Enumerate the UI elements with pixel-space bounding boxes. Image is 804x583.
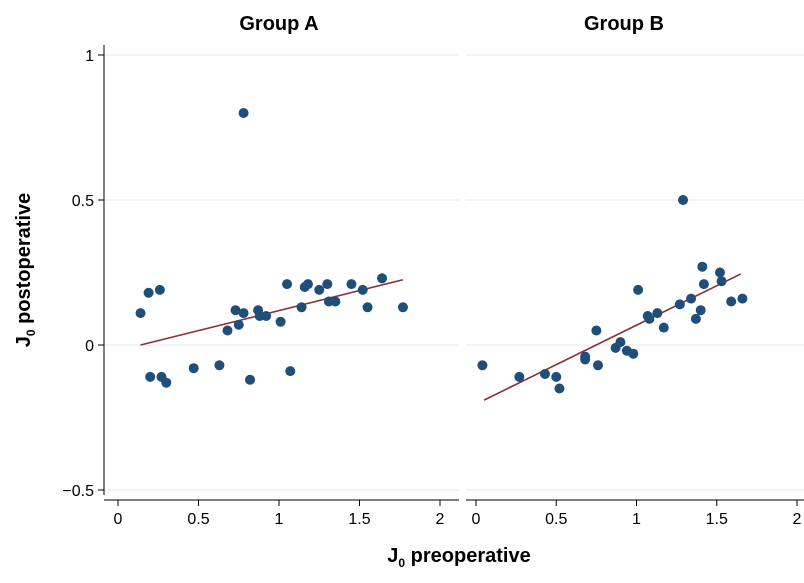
panels-layer: 0 0.5 1 1.5 2 0 0.5 1 1.5 2 −0.5 0 0.5 1 (62, 45, 804, 528)
x-tick-label-group-b-0: 0 (472, 511, 481, 528)
data-point-group-b-13 (633, 284, 644, 295)
x-tick-label-group-a-2: 1 (275, 511, 284, 528)
data-point-group-b-23 (697, 261, 708, 272)
data-point-group-a-2 (154, 284, 165, 295)
x-tick-label-group-b-2: 1 (632, 511, 641, 528)
x-axis-title: J0 preoperative (387, 545, 530, 570)
data-point-group-a-3 (145, 371, 156, 382)
data-point-group-b-17 (658, 322, 669, 333)
x-tick-label-group-b-3: 1.5 (706, 511, 728, 528)
y-tick-label-3: 1 (85, 48, 94, 65)
data-point-group-b-2 (540, 369, 551, 379)
data-point-group-a-29 (362, 302, 373, 313)
data-point-group-b-16 (652, 308, 663, 319)
data-point-group-a-10 (233, 319, 244, 330)
x-axis-title-main: J (387, 545, 398, 567)
data-point-group-a-24 (322, 279, 333, 290)
data-point-group-b-24 (698, 279, 709, 290)
data-point-group-a-16 (261, 311, 272, 321)
data-point-group-b-1 (514, 371, 525, 382)
data-point-group-a-28 (357, 284, 368, 295)
data-point-group-a-17 (275, 316, 286, 327)
panel-group-b: 0 0.5 1 1.5 2 (466, 54, 804, 528)
x-tick-label-group-b-4: 2 (793, 511, 802, 528)
data-point-group-a-23 (314, 284, 325, 295)
data-point-group-b-3 (551, 371, 562, 382)
data-point-group-b-12 (628, 348, 639, 359)
data-point-group-a-26 (330, 296, 341, 307)
x-tick-label-group-a-1: 0.5 (187, 511, 209, 528)
y-tick-label-0: −0.5 (62, 483, 94, 500)
data-point-group-a-18 (282, 279, 293, 290)
y-axis: −0.5 0 0.5 1 (62, 45, 105, 500)
data-point-group-a-31 (397, 302, 408, 313)
data-point-group-a-11 (238, 308, 249, 319)
panel-title-group-a: Group A (239, 13, 318, 35)
y-tick-label-2: 0.5 (72, 193, 94, 210)
panel-group-a: 0 0.5 1 1.5 2 (104, 54, 459, 528)
y-axis-title-rest: postoperative (13, 193, 35, 330)
data-point-group-b-6 (580, 354, 591, 365)
x-tick-label-group-b-1: 0.5 (545, 511, 567, 528)
data-point-group-a-27 (346, 279, 357, 290)
data-point-group-a-9 (230, 305, 241, 316)
data-point-group-b-21 (690, 313, 701, 324)
data-point-group-a-12 (238, 108, 249, 118)
x-tick-label-group-a-3: 1.5 (348, 511, 370, 528)
data-point-group-a-1 (143, 287, 154, 298)
data-point-group-b-8 (592, 360, 603, 371)
data-point-group-b-27 (726, 296, 737, 307)
data-point-group-b-7 (591, 325, 602, 336)
data-point-group-b-20 (686, 293, 697, 304)
data-point-group-a-5 (161, 377, 172, 388)
data-point-group-a-30 (377, 273, 388, 284)
data-point-group-b-25 (714, 267, 725, 278)
x-axis-title-rest: preoperative (405, 545, 531, 567)
data-point-group-a-7 (214, 360, 225, 371)
x-axis-title-subscript: 0 (398, 556, 405, 570)
panel-title-group-b: Group B (584, 13, 664, 35)
data-point-group-b-15 (644, 313, 655, 324)
data-point-group-a-0 (135, 308, 146, 319)
data-point-group-a-6 (188, 363, 199, 374)
x-tick-label-group-a-4: 2 (436, 511, 445, 528)
fit-line-group-b (483, 273, 742, 401)
data-point-group-b-19 (678, 195, 689, 205)
data-point-group-a-20 (296, 302, 307, 313)
data-point-group-a-8 (222, 325, 233, 336)
y-tick-label-1: 0 (85, 338, 94, 355)
data-point-group-a-22 (302, 279, 313, 290)
data-point-group-b-10 (615, 337, 626, 348)
data-point-group-b-18 (674, 299, 685, 310)
y-axis-title: J0 postoperative (13, 193, 38, 348)
data-point-group-a-13 (245, 374, 256, 385)
data-point-group-b-26 (716, 276, 727, 287)
x-tick-label-group-a-0: 0 (114, 511, 123, 528)
data-point-group-b-0 (477, 360, 488, 371)
data-point-group-a-19 (285, 366, 296, 377)
y-axis-title-main: J (13, 336, 35, 347)
data-point-group-b-22 (695, 305, 706, 316)
data-point-group-b-28 (737, 293, 748, 304)
data-point-group-b-4 (554, 383, 565, 394)
y-axis-title-subscript: 0 (24, 329, 38, 336)
